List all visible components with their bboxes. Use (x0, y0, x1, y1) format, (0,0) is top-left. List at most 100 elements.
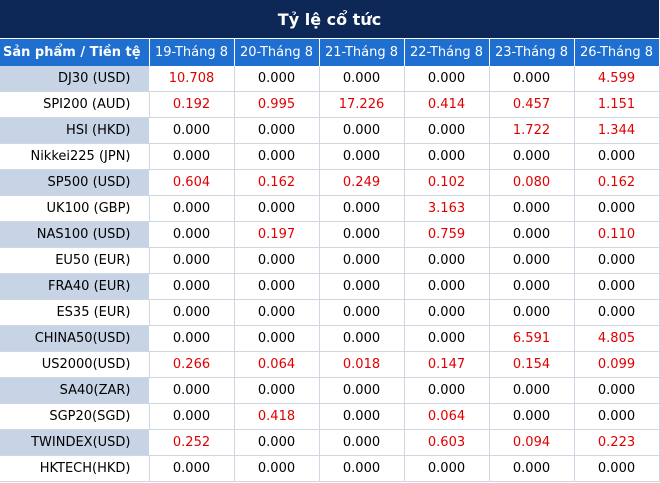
dividend-value-cell: 0.995 (234, 91, 320, 118)
dividend-value-cell: 0.197 (234, 221, 320, 248)
dividend-value-cell: 0.000 (234, 429, 320, 456)
dividend-value-cell: 0.759 (404, 221, 490, 248)
product-name-cell: ES35 (EUR) (0, 299, 150, 326)
dividend-value-cell: 0.192 (149, 91, 235, 118)
dividend-value-cell: 0.000 (489, 377, 575, 404)
table-body: DJ30 (USD) 10.708 0.000 0.000 0.000 0.000 4.59… (0, 66, 660, 482)
dividend-value-cell: 0.000 (149, 377, 235, 404)
header-row: Sản phẩm / Tiền tệ 19-Tháng 8 20-Tháng 8… (0, 39, 660, 66)
dividend-value-cell: 0.000 (149, 325, 235, 352)
dividend-value-cell: 0.603 (404, 429, 490, 456)
product-name-cell: HKTECH(HKD) (0, 455, 150, 482)
dividend-value-cell: 0.000 (149, 299, 235, 326)
dividend-value-cell: 0.000 (319, 299, 405, 326)
table-row: SA40(ZAR) 0.000 0.000 0.000 0.000 0.000 0.000 (0, 377, 660, 404)
column-header-date: 19-Tháng 8 (149, 39, 235, 66)
dividend-value-cell: 0.000 (574, 247, 660, 274)
dividend-value-cell: 0.080 (489, 169, 575, 196)
dividend-value-cell: 0.000 (319, 66, 405, 92)
dividend-value-cell: 0.000 (149, 143, 235, 170)
table-row: US2000(USD) 0.266 0.064 0.018 0.147 0.154 0.09… (0, 351, 660, 378)
dividend-value-cell: 1.344 (574, 117, 660, 144)
dividend-value-cell: 0.252 (149, 429, 235, 456)
column-header-date: 22-Tháng 8 (404, 39, 490, 66)
dividend-value-cell: 0.094 (489, 429, 575, 456)
product-name-cell: US2000(USD) (0, 351, 150, 378)
dividend-value-cell: 0.000 (574, 455, 660, 482)
dividend-value-cell: 0.000 (404, 325, 490, 352)
dividend-value-cell: 17.226 (319, 91, 405, 118)
product-name-cell: NAS100 (USD) (0, 221, 150, 248)
dividend-value-cell: 0.000 (404, 299, 490, 326)
table-row: HKTECH(HKD) 0.000 0.000 0.000 0.000 0.000 0.00… (0, 455, 660, 482)
table-row: ES35 (EUR) 0.000 0.000 0.000 0.000 0.000 0.000 (0, 299, 660, 326)
table-row: UK100 (GBP) 0.000 0.000 0.000 3.163 0.000 0.00… (0, 195, 660, 222)
dividend-value-cell: 0.000 (404, 455, 490, 482)
product-name-cell: Nikkei225 (JPN) (0, 143, 150, 170)
dividend-value-cell: 0.000 (319, 221, 405, 248)
dividend-value-cell: 0.000 (489, 273, 575, 300)
dividend-value-cell: 0.099 (574, 351, 660, 378)
dividend-value-cell: 0.000 (319, 403, 405, 430)
dividend-value-cell: 0.000 (319, 455, 405, 482)
column-header-date: 20-Tháng 8 (234, 39, 320, 66)
dividend-value-cell: 0.000 (149, 273, 235, 300)
dividend-value-cell: 0.604 (149, 169, 235, 196)
dividend-value-cell: 0.000 (319, 195, 405, 222)
dividend-value-cell: 6.591 (489, 325, 575, 352)
column-header-date: 21-Tháng 8 (319, 39, 405, 66)
dividend-value-cell: 0.000 (319, 325, 405, 352)
dividend-value-cell: 0.000 (489, 299, 575, 326)
dividend-value-cell: 0.000 (319, 377, 405, 404)
dividend-value-cell: 0.000 (574, 195, 660, 222)
dividend-value-cell: 0.000 (404, 273, 490, 300)
dividend-value-cell: 0.000 (149, 117, 235, 144)
dividend-value-cell: 0.000 (489, 221, 575, 248)
dividend-value-cell: 0.000 (574, 143, 660, 170)
table-row: TWINDEX(USD) 0.252 0.000 0.000 0.603 0.094 0.2… (0, 429, 660, 456)
dividend-value-cell: 0.000 (574, 377, 660, 404)
dividend-value-cell: 0.000 (489, 403, 575, 430)
dividend-value-cell: 0.000 (234, 325, 320, 352)
table-row: SP500 (USD) 0.604 0.162 0.249 0.102 0.080 0.16… (0, 169, 660, 196)
product-name-cell: SPI200 (AUD) (0, 91, 150, 118)
table-row: SGP20(SGD) 0.000 0.418 0.000 0.064 0.000 0.000 (0, 403, 660, 430)
dividend-value-cell: 0.000 (234, 143, 320, 170)
dividend-value-cell: 0.000 (404, 377, 490, 404)
dividend-table: Sản phẩm / Tiền tệ 19-Tháng 8 20-Tháng 8… (0, 39, 660, 482)
dividend-value-cell: 0.000 (149, 221, 235, 248)
dividend-value-cell: 0.000 (319, 117, 405, 144)
dividend-value-cell: 0.000 (234, 117, 320, 144)
product-name-cell: SP500 (USD) (0, 169, 150, 196)
dividend-value-cell: 0.110 (574, 221, 660, 248)
dividend-value-cell: 0.162 (574, 169, 660, 196)
column-header-date: 26-Tháng 8 (574, 39, 660, 66)
dividend-value-cell: 0.000 (489, 195, 575, 222)
dividend-value-cell: 0.000 (149, 403, 235, 430)
product-name-cell: SA40(ZAR) (0, 377, 150, 404)
dividend-value-cell: 3.163 (404, 195, 490, 222)
dividend-value-cell: 0.418 (234, 403, 320, 430)
dividend-value-cell: 0.000 (149, 247, 235, 274)
dividend-value-cell: 0.000 (234, 66, 320, 92)
table-row: Nikkei225 (JPN) 0.000 0.000 0.000 0.000 0.000… (0, 143, 660, 170)
dividend-value-cell: 0.000 (574, 403, 660, 430)
column-header-date: 23-Tháng 8 (489, 39, 575, 66)
dividend-value-cell: 0.064 (404, 403, 490, 430)
dividend-value-cell: 0.102 (404, 169, 490, 196)
dividend-value-cell: 0.000 (234, 247, 320, 274)
dividend-value-cell: 0.000 (149, 195, 235, 222)
dividend-value-cell: 0.147 (404, 351, 490, 378)
dividend-value-cell: 0.000 (574, 299, 660, 326)
product-name-cell: CHINA50(USD) (0, 325, 150, 352)
product-name-cell: FRA40 (EUR) (0, 273, 150, 300)
product-name-cell: HSI (HKD) (0, 117, 150, 144)
dividend-value-cell: 0.000 (319, 143, 405, 170)
table-row: DJ30 (USD) 10.708 0.000 0.000 0.000 0.000 4.59… (0, 66, 660, 92)
dividend-value-cell: 0.018 (319, 351, 405, 378)
dividend-value-cell: 0.000 (574, 273, 660, 300)
dividend-value-cell: 0.000 (404, 117, 490, 144)
dividend-value-cell: 0.266 (149, 351, 235, 378)
product-name-cell: SGP20(SGD) (0, 403, 150, 430)
